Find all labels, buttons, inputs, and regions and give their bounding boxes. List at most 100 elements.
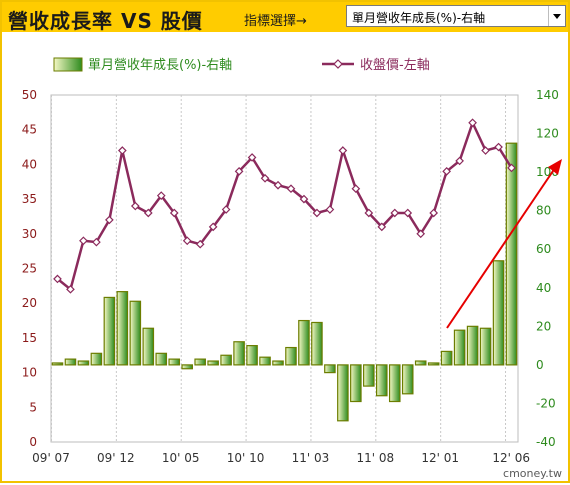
closing-price-marker — [92, 237, 101, 247]
left-axis-tick-label: 10 — [22, 366, 37, 380]
x-axis-tick-label: 12' 06 — [492, 451, 530, 465]
revenue-growth-bar — [414, 360, 427, 366]
right-axis-tick-label: 80 — [536, 204, 551, 218]
closing-price-marker — [325, 205, 335, 214]
revenue-growth-bar — [103, 296, 116, 366]
revenue-growth-bar — [51, 362, 64, 366]
left-axis-tick-label: 25 — [22, 262, 37, 276]
x-axis-tick-label: 12' 01 — [421, 451, 459, 465]
closing-price-line — [56, 119, 513, 292]
trend-arrow-head — [548, 159, 562, 175]
revenue-growth-bar — [363, 364, 375, 387]
revenue-growth-bar — [259, 356, 271, 366]
closing-price-marker — [494, 142, 503, 152]
closing-price-marker — [338, 146, 348, 155]
revenue-growth-bar — [90, 352, 103, 366]
left-axis-tick-label: 45 — [22, 123, 37, 137]
right-axis-tick-label: 60 — [536, 242, 551, 256]
plot-frame — [50, 94, 519, 443]
closing-price-marker — [105, 215, 114, 225]
legend-revenue-growth: 單月營收年成長(%)-右軸 — [88, 58, 232, 73]
closing-price-marker — [299, 194, 309, 204]
closing-price-marker — [468, 118, 477, 128]
x-axis-tick-label: 11' 08 — [356, 451, 394, 465]
indicator-select[interactable]: 單月營收年成長(%)-右軸 — [346, 5, 566, 27]
closing-price-marker — [416, 229, 426, 239]
closing-price-marker — [455, 156, 464, 166]
closing-price-marker — [312, 208, 322, 218]
revenue-growth-bar — [505, 142, 518, 366]
closing-price-marker — [208, 222, 218, 232]
closing-price-marker — [130, 201, 140, 211]
closing-price-marker — [273, 180, 283, 190]
x-axis-tick-label: 10' 05 — [162, 451, 200, 465]
revenue-growth-bar — [337, 364, 349, 422]
revenue-growth-bar — [298, 319, 310, 366]
page-title: 營收成長率 VS 股價 — [8, 9, 203, 33]
left-axis-tick-label: 15 — [22, 331, 37, 345]
revenue-growth-bar — [453, 329, 466, 366]
x-axis-tick-label: 10' 10 — [227, 451, 265, 465]
chevron-down-icon[interactable] — [548, 6, 565, 26]
revenue-growth-bar — [466, 325, 479, 366]
right-axis-tick-label: 40 — [536, 281, 551, 295]
indicator-select-value: 單月營收年成長(%)-右軸 — [352, 11, 486, 25]
closing-price-marker — [234, 166, 244, 176]
revenue-growth-bar — [401, 364, 414, 395]
closing-price-marker — [351, 184, 361, 194]
left-axis-tick-label: 40 — [22, 157, 37, 171]
closing-price-marker — [53, 274, 62, 284]
right-axis-tick-label: -40 — [536, 435, 556, 449]
closing-price-marker — [429, 208, 439, 218]
revenue-growth-bar — [77, 360, 90, 366]
closing-price-marker — [481, 146, 490, 155]
closing-price-marker — [390, 208, 400, 218]
trend-arrow-line — [446, 167, 556, 329]
left-axis-tick-label: 5 — [29, 400, 37, 414]
revenue-growth-bar — [492, 260, 505, 366]
closing-price-marker — [364, 208, 374, 218]
revenue-growth-bar — [168, 358, 181, 366]
revenue-growth-bar — [220, 354, 232, 366]
closing-price-marker — [117, 146, 127, 155]
left-axis-tick-label: 0 — [29, 435, 37, 449]
closing-price-marker — [79, 236, 88, 246]
revenue-growth-bar — [272, 360, 284, 366]
right-axis-tick-label: 0 — [536, 358, 544, 372]
left-axis-tick-label: 20 — [22, 296, 37, 310]
revenue-growth-bar — [64, 358, 77, 366]
closing-price-marker — [221, 205, 231, 214]
x-axis-tick-label: 09' 12 — [97, 451, 135, 465]
watermark-text: cmoney.tw — [503, 467, 562, 480]
closing-price-marker — [195, 239, 205, 249]
x-axis-tick-label: 09' 07 — [32, 451, 70, 465]
closing-price-marker — [156, 191, 166, 200]
revenue-growth-bar — [350, 364, 362, 403]
legend-closing-price: 收盤價-左軸 — [360, 58, 430, 73]
legend-bar-swatch — [53, 57, 83, 72]
indicator-prompt-label: 指標選擇→ — [244, 14, 307, 29]
right-axis-tick-label: 20 — [536, 319, 551, 333]
revenue-growth-bar — [142, 327, 155, 366]
revenue-growth-bar — [194, 358, 206, 366]
closing-price-marker — [169, 208, 179, 218]
revenue-growth-bar — [116, 291, 129, 366]
right-axis-tick-label: -20 — [536, 396, 556, 410]
closing-price-marker — [182, 236, 192, 246]
closing-price-marker — [442, 166, 452, 176]
right-axis-tick-label: 120 — [536, 127, 559, 141]
revenue-growth-bar — [324, 364, 336, 374]
closing-price-marker — [286, 184, 296, 194]
closing-price-marker — [66, 284, 75, 294]
legend-line-marker — [333, 59, 343, 69]
revenue-growth-bar — [285, 346, 297, 366]
revenue-growth-bar — [181, 364, 193, 370]
closing-price-marker — [403, 208, 413, 218]
chart-area: 0 5 10 15 20 25 30 35 40 45 50 -40 -20 0 20 40 60 80 100 1… — [2, 32, 568, 481]
revenue-growth-bar — [246, 345, 258, 366]
revenue-growth-bar — [155, 352, 168, 366]
closing-price-marker — [507, 163, 516, 173]
revenue-growth-bar — [479, 327, 492, 366]
